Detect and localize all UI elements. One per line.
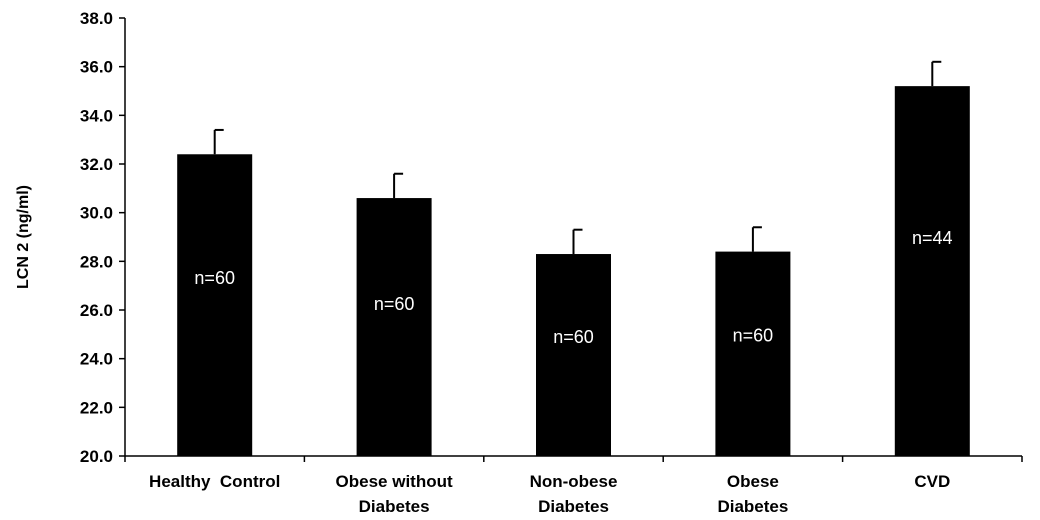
bar-count-label: n=60 — [553, 327, 594, 347]
y-tick-label: 36.0 — [80, 58, 113, 77]
y-axis: 20.0 22.0 24.0 26.0 28.0 30.0 32.0 34.0 36.0 38.0 — [80, 9, 126, 466]
x-category-label: Diabetes — [538, 497, 609, 516]
x-category-label: Healthy Control — [149, 472, 280, 491]
x-category-label: Diabetes — [717, 497, 788, 516]
x-category-label: Diabetes — [359, 497, 430, 516]
bar-count-label: n=44 — [912, 228, 953, 248]
x-category-label: Obese without — [336, 472, 453, 491]
y-axis-label: LCN 2 (ng/ml) — [15, 185, 32, 289]
x-category-label: Non-obese — [530, 472, 618, 491]
bar-count-label: n=60 — [374, 294, 415, 314]
y-tick-label: 20.0 — [80, 447, 113, 466]
bars: n=60 n=60 n=60 n=60 n=44 — [177, 60, 970, 457]
bar — [536, 254, 611, 456]
y-tick-label: 26.0 — [80, 301, 113, 320]
y-tick-label: 24.0 — [80, 350, 113, 369]
bar-count-label: n=60 — [733, 325, 774, 345]
y-tick-label: 32.0 — [80, 155, 113, 174]
bar — [177, 154, 253, 456]
y-tick-label: 28.0 — [80, 252, 113, 271]
x-category-label: Obese — [727, 472, 779, 491]
bar — [715, 251, 791, 456]
x-axis: Healthy Control Obese without Diabetes Non-… — [124, 455, 1023, 516]
bar — [356, 198, 432, 457]
y-tick-label: 38.0 — [80, 9, 113, 28]
bar-count-label: n=60 — [194, 268, 235, 288]
y-tick-label: 22.0 — [80, 398, 113, 417]
x-category-label: CVD — [914, 472, 950, 491]
bar — [894, 86, 970, 456]
y-tick-label: 34.0 — [80, 106, 113, 125]
y-tick-label: 30.0 — [80, 204, 113, 223]
